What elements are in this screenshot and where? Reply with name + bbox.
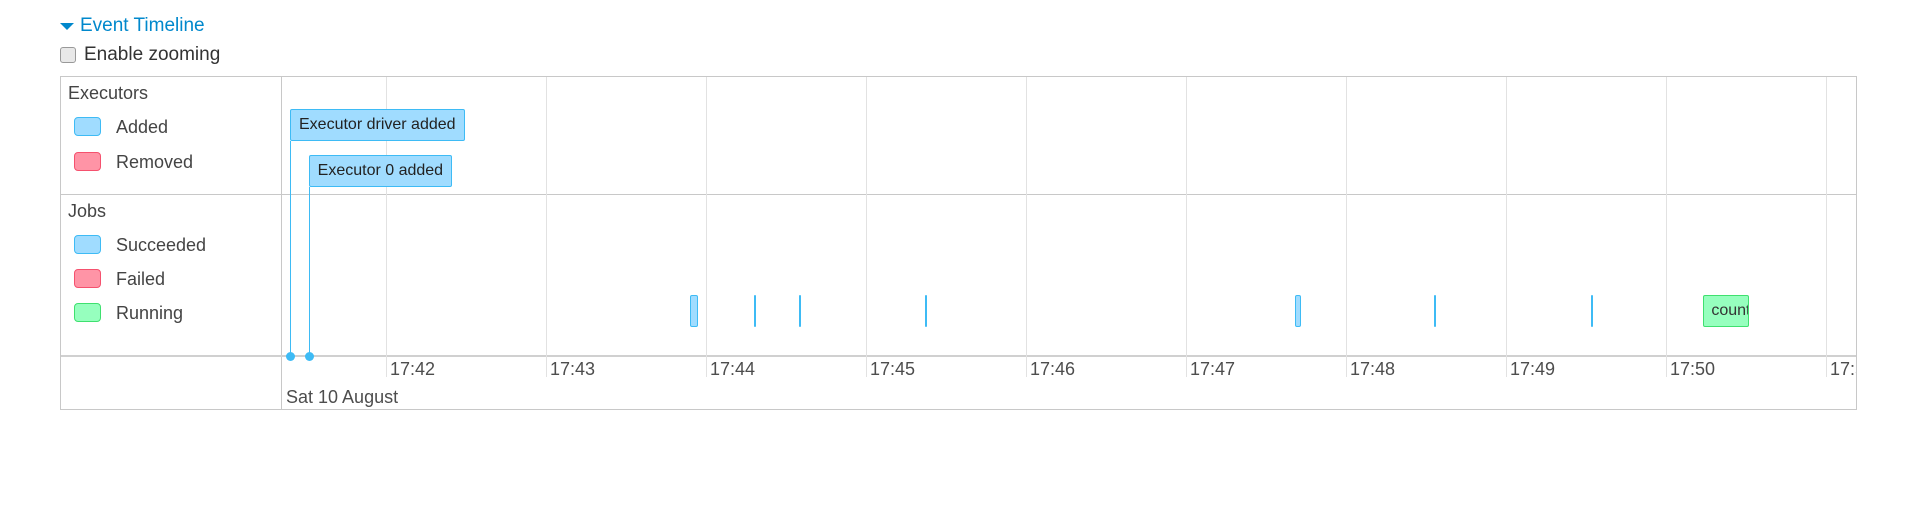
job-succeeded[interactable] (799, 295, 802, 327)
gridline (546, 77, 547, 377)
axis-date-label: Sat 10 August (286, 387, 399, 407)
axis-tick-label: 17:44 (710, 359, 756, 379)
gridline (706, 77, 707, 377)
axis-tick-label: 17:48 (1350, 359, 1396, 379)
jobs-group-label: Jobs (68, 201, 107, 221)
job-succeeded[interactable] (1591, 295, 1594, 327)
executor-event-dot[interactable] (286, 352, 295, 361)
job-succeeded[interactable] (1434, 295, 1436, 327)
axis-line (61, 355, 1856, 357)
legend-label-succeeded: Succeeded (116, 235, 207, 255)
gridline (866, 77, 867, 377)
caret-down-icon (60, 22, 74, 30)
gridline (1186, 77, 1187, 377)
enable-zooming-label: Enable zooming (84, 44, 221, 65)
enable-zooming-checkbox[interactable] (60, 47, 76, 63)
axis-tick-label: 17:43 (550, 359, 596, 379)
axis-tick-label: 17:46 (1030, 359, 1076, 379)
legend-swatch-succeeded (74, 235, 101, 254)
timeline[interactable]: 17:42 17:43 17:44 17:45 17:46 17:47 17:48 17:49… (60, 76, 1857, 410)
executor-event-line (308, 187, 310, 355)
gridline (1826, 77, 1827, 377)
legend-label-failed: Failed (116, 269, 166, 289)
section-title: Event Timeline (80, 15, 205, 36)
axis-tick-label: 17:45 (870, 359, 916, 379)
legend-label-running: Running (116, 303, 184, 323)
executor-event-box[interactable]: Executor 0 added (308, 155, 453, 187)
legend-swatch-added (74, 117, 101, 136)
gridline (1346, 77, 1347, 377)
job-succeeded[interactable] (690, 295, 698, 327)
axis-tick-label: 17:47 (1190, 359, 1236, 379)
group-divider (61, 194, 1856, 195)
legend-label-removed: Removed (116, 152, 194, 172)
gridline (386, 77, 387, 377)
executor-event-box[interactable]: Executor driver added (290, 109, 465, 141)
job-succeeded[interactable] (1295, 295, 1301, 327)
gridline (1026, 77, 1027, 377)
job-succeeded[interactable] (754, 295, 756, 327)
job-succeeded[interactable] (924, 295, 927, 327)
axis-tick-label: 17:50 (1670, 359, 1716, 379)
axis-tick-label: 17:42 (390, 359, 436, 379)
event-timeline-toggle[interactable]: Event Timeline (60, 15, 205, 37)
gridline (1666, 77, 1667, 377)
axis-tick-label: 17:49 (1510, 359, 1556, 379)
label-divider (281, 77, 282, 409)
executors-group-label: Executors (68, 83, 149, 103)
legend-swatch-running (74, 303, 101, 322)
legend-swatch-removed (74, 152, 101, 171)
enable-zooming[interactable]: Enable zooming (60, 44, 220, 66)
legend-swatch-failed (74, 269, 101, 288)
executor-event-line (290, 141, 291, 355)
legend-label-added: Added (116, 117, 169, 137)
gridline (1506, 77, 1507, 377)
axis-tick-label: 17:51 (1830, 359, 1856, 379)
executor-event-dot[interactable] (304, 352, 314, 361)
job-running[interactable]: count (1703, 295, 1749, 327)
